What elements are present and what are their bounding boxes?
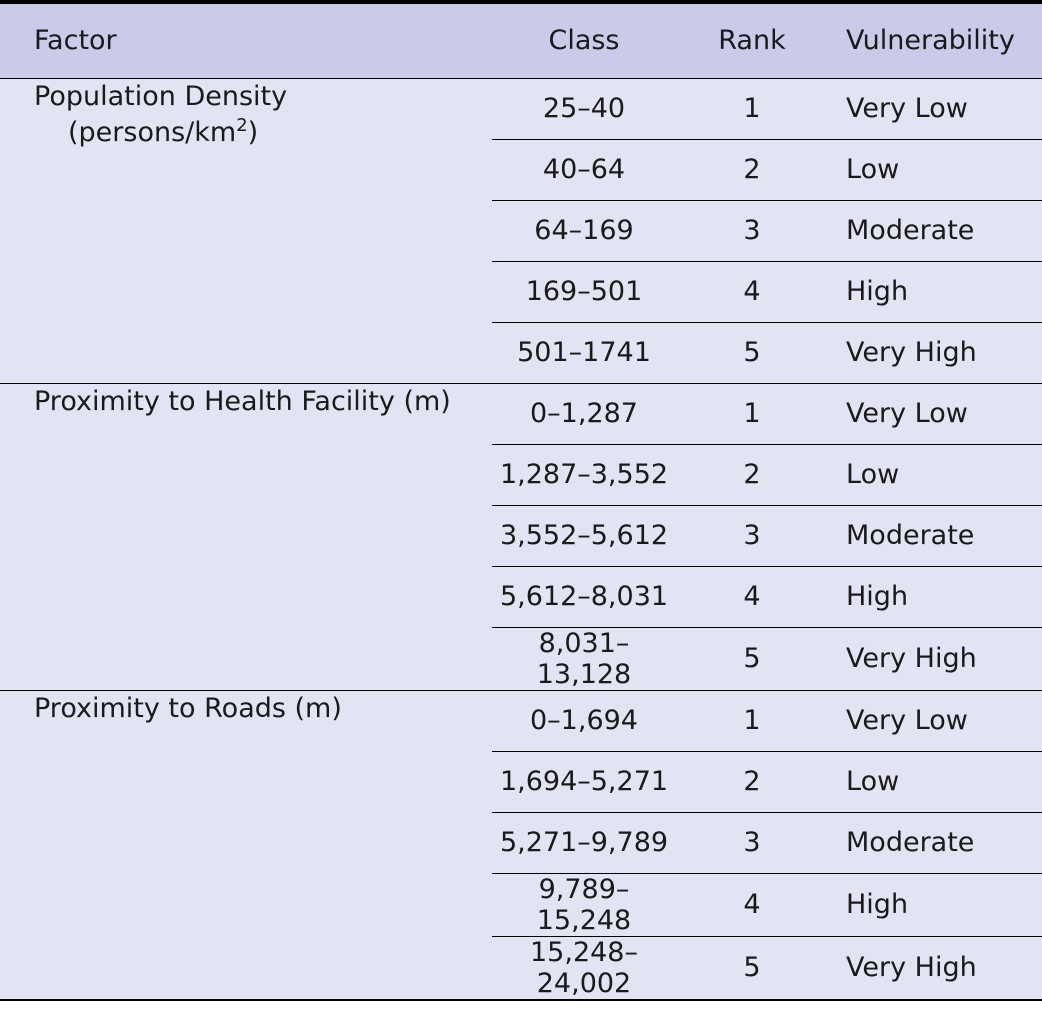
vulnerability-cell: High xyxy=(828,566,1042,628)
group-roads: Proximity to Roads (m) 0–1,694 1 Very Lo… xyxy=(0,690,1042,1001)
table-row: 3,552–5,612 3 Moderate xyxy=(0,505,1042,567)
table-row: 5,612–8,031 4 High xyxy=(0,566,1042,628)
rank-cell: 2 xyxy=(676,751,828,813)
header-row: Factor Class Rank Vulnerability xyxy=(0,0,1042,79)
rank-cell: 2 xyxy=(676,139,828,201)
header-factor: Factor xyxy=(0,0,492,79)
table-header: Factor Class Rank Vulnerability xyxy=(0,0,1042,79)
header-class: Class xyxy=(492,0,676,79)
table-row: 1,287–3,552 2 Low xyxy=(0,444,1042,506)
table-row: 5,271–9,789 3 Moderate xyxy=(0,812,1042,874)
class-cell: 25–40 xyxy=(492,78,676,140)
table-row: 1,694–5,271 2 Low xyxy=(0,751,1042,813)
unit-prefix: (persons/km xyxy=(68,116,237,148)
vulnerability-cell: Very Low xyxy=(828,78,1042,140)
rank-cell: 1 xyxy=(676,383,828,445)
vulnerability-cell: Moderate xyxy=(828,200,1042,262)
vulnerability-cell: Very High xyxy=(828,627,1042,691)
factor-cell: Proximity to Health Facility (m) xyxy=(0,383,492,691)
factor-cell: Proximity to Roads (m) xyxy=(0,690,492,1001)
table-row: 169–501 4 High xyxy=(0,261,1042,323)
vulnerability-cell: Low xyxy=(828,444,1042,506)
vulnerability-cell: Very High xyxy=(828,322,1042,384)
class-cell: 9,789–15,248 xyxy=(492,873,676,937)
group-population-density: Population Density (persons/km2) 25–40 1… xyxy=(0,78,1042,384)
class-cell: 169–501 xyxy=(492,261,676,323)
rank-cell: 1 xyxy=(676,78,828,140)
class-cell: 501–1741 xyxy=(492,322,676,384)
vulnerability-cell: Moderate xyxy=(828,505,1042,567)
rank-cell: 3 xyxy=(676,200,828,262)
class-cell: 64–169 xyxy=(492,200,676,262)
rank-cell: 2 xyxy=(676,444,828,506)
rank-cell: 3 xyxy=(676,812,828,874)
vulnerability-cell: Very Low xyxy=(828,690,1042,752)
table-row: 15,248–24,002 5 Very High xyxy=(0,936,1042,1001)
rank-cell: 5 xyxy=(676,936,828,1001)
class-cell: 0–1,287 xyxy=(492,383,676,445)
group-health-facility: Proximity to Health Facility (m) 0–1,287… xyxy=(0,383,1042,691)
factor-label: Proximity to Roads (m) xyxy=(34,692,342,724)
rank-cell: 3 xyxy=(676,505,828,567)
factor-cell: Population Density (persons/km2) xyxy=(0,78,492,384)
rank-cell: 5 xyxy=(676,322,828,384)
class-cell: 8,031–13,128 xyxy=(492,627,676,691)
unit-superscript: 2 xyxy=(236,114,248,136)
header-rank: Rank xyxy=(676,0,828,79)
table-row: 9,789–15,248 4 High xyxy=(0,873,1042,937)
rank-cell: 4 xyxy=(676,261,828,323)
vulnerability-cell: Low xyxy=(828,139,1042,201)
table-row: Population Density (persons/km2) 25–40 1… xyxy=(0,78,1042,384)
factor-label: Population Density xyxy=(34,80,288,112)
class-cell: 3,552–5,612 xyxy=(492,505,676,567)
rank-cell: 4 xyxy=(676,566,828,628)
vulnerability-cell: Moderate xyxy=(828,812,1042,874)
class-cell: 15,248–24,002 xyxy=(492,936,676,1001)
vulnerability-cell: Very Low xyxy=(828,383,1042,445)
vulnerability-cell: High xyxy=(828,261,1042,323)
rank-cell: 5 xyxy=(676,627,828,691)
table-row: 501–1741 5 Very High xyxy=(0,322,1042,384)
class-cell: 5,612–8,031 xyxy=(492,566,676,628)
vulnerability-cell: Very High xyxy=(828,936,1042,1001)
rank-cell: 4 xyxy=(676,873,828,937)
vulnerability-cell: High xyxy=(828,873,1042,937)
table-row: 8,031–13,128 5 Very High xyxy=(0,627,1042,691)
rank-cell: 1 xyxy=(676,690,828,752)
table-row: Proximity to Health Facility (m) 0–1,287… xyxy=(0,383,1042,691)
class-cell: 5,271–9,789 xyxy=(492,812,676,874)
vulnerability-cell: Low xyxy=(828,751,1042,813)
class-cell: 1,694–5,271 xyxy=(492,751,676,813)
class-cell: 1,287–3,552 xyxy=(492,444,676,506)
table-row: 64–169 3 Moderate xyxy=(0,200,1042,262)
class-cell: 40–64 xyxy=(492,139,676,201)
factor-label: Proximity to Health Facility (m) xyxy=(34,385,451,417)
factor-unit: (persons/km2) xyxy=(34,115,492,151)
class-cell: 0–1,694 xyxy=(492,690,676,752)
table-row: 40–64 2 Low xyxy=(0,139,1042,201)
header-vulnerability: Vulnerability xyxy=(828,0,1042,79)
unit-suffix: ) xyxy=(247,116,259,148)
table-row: Proximity to Roads (m) 0–1,694 1 Very Lo… xyxy=(0,690,1042,1001)
